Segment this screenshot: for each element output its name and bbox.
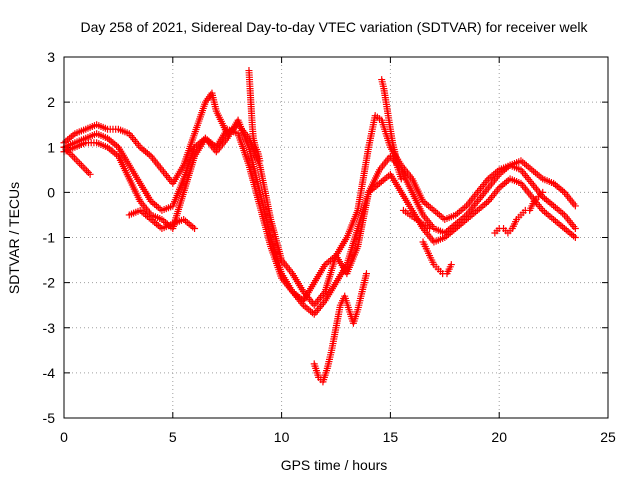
series-track-9 (399, 206, 434, 232)
data-point (397, 175, 405, 183)
y-tick-label: 3 (47, 49, 55, 65)
series-track-7 (310, 270, 370, 386)
y-tick-label: -1 (43, 230, 56, 246)
y-tick-label: 0 (47, 184, 55, 200)
y-tick-label: -4 (43, 365, 56, 381)
series-track-4 (60, 143, 94, 178)
data-point (571, 202, 579, 210)
data-point (86, 170, 94, 178)
data-point (571, 234, 579, 241)
plot-frame (63, 56, 609, 419)
series-track-6 (245, 67, 264, 165)
x-tick-label: 0 (60, 429, 68, 445)
x-tick-label: 15 (383, 429, 399, 445)
data-point (191, 224, 199, 232)
x-axis-title: GPS time / hours (281, 457, 388, 473)
data-point (426, 224, 434, 232)
x-tick-label: 20 (491, 429, 507, 445)
y-axis-title: SDTVAR / TECUs (6, 182, 22, 294)
y-tick-label: -5 (43, 410, 56, 426)
series-track-1 (60, 89, 579, 309)
series-track-3 (60, 125, 579, 318)
x-tick-label: 25 (600, 429, 616, 445)
data-point (571, 224, 579, 232)
series-track-11 (491, 188, 547, 237)
data-point (539, 188, 547, 196)
chart-title: Day 258 of 2021, Sidereal Day-to-day VTE… (80, 19, 588, 35)
data-points (60, 67, 579, 386)
y-tick-label: 1 (47, 139, 55, 155)
series-track-8 (378, 76, 405, 183)
tick-labels: 0 5 10 15 20 25 -5 -4 -3 -2 -1 0 1 2 3 (43, 49, 616, 445)
y-tick-label: 2 (47, 94, 55, 110)
data-point (256, 157, 264, 165)
series-track-10 (419, 238, 455, 278)
y-tick-label: -2 (43, 275, 56, 291)
data-point (447, 261, 455, 269)
data-point (362, 270, 370, 278)
y-tick-label: -3 (43, 320, 56, 336)
series-track-5 (125, 206, 199, 232)
x-tick-label: 5 (169, 429, 177, 445)
x-tick-label: 10 (274, 429, 290, 445)
